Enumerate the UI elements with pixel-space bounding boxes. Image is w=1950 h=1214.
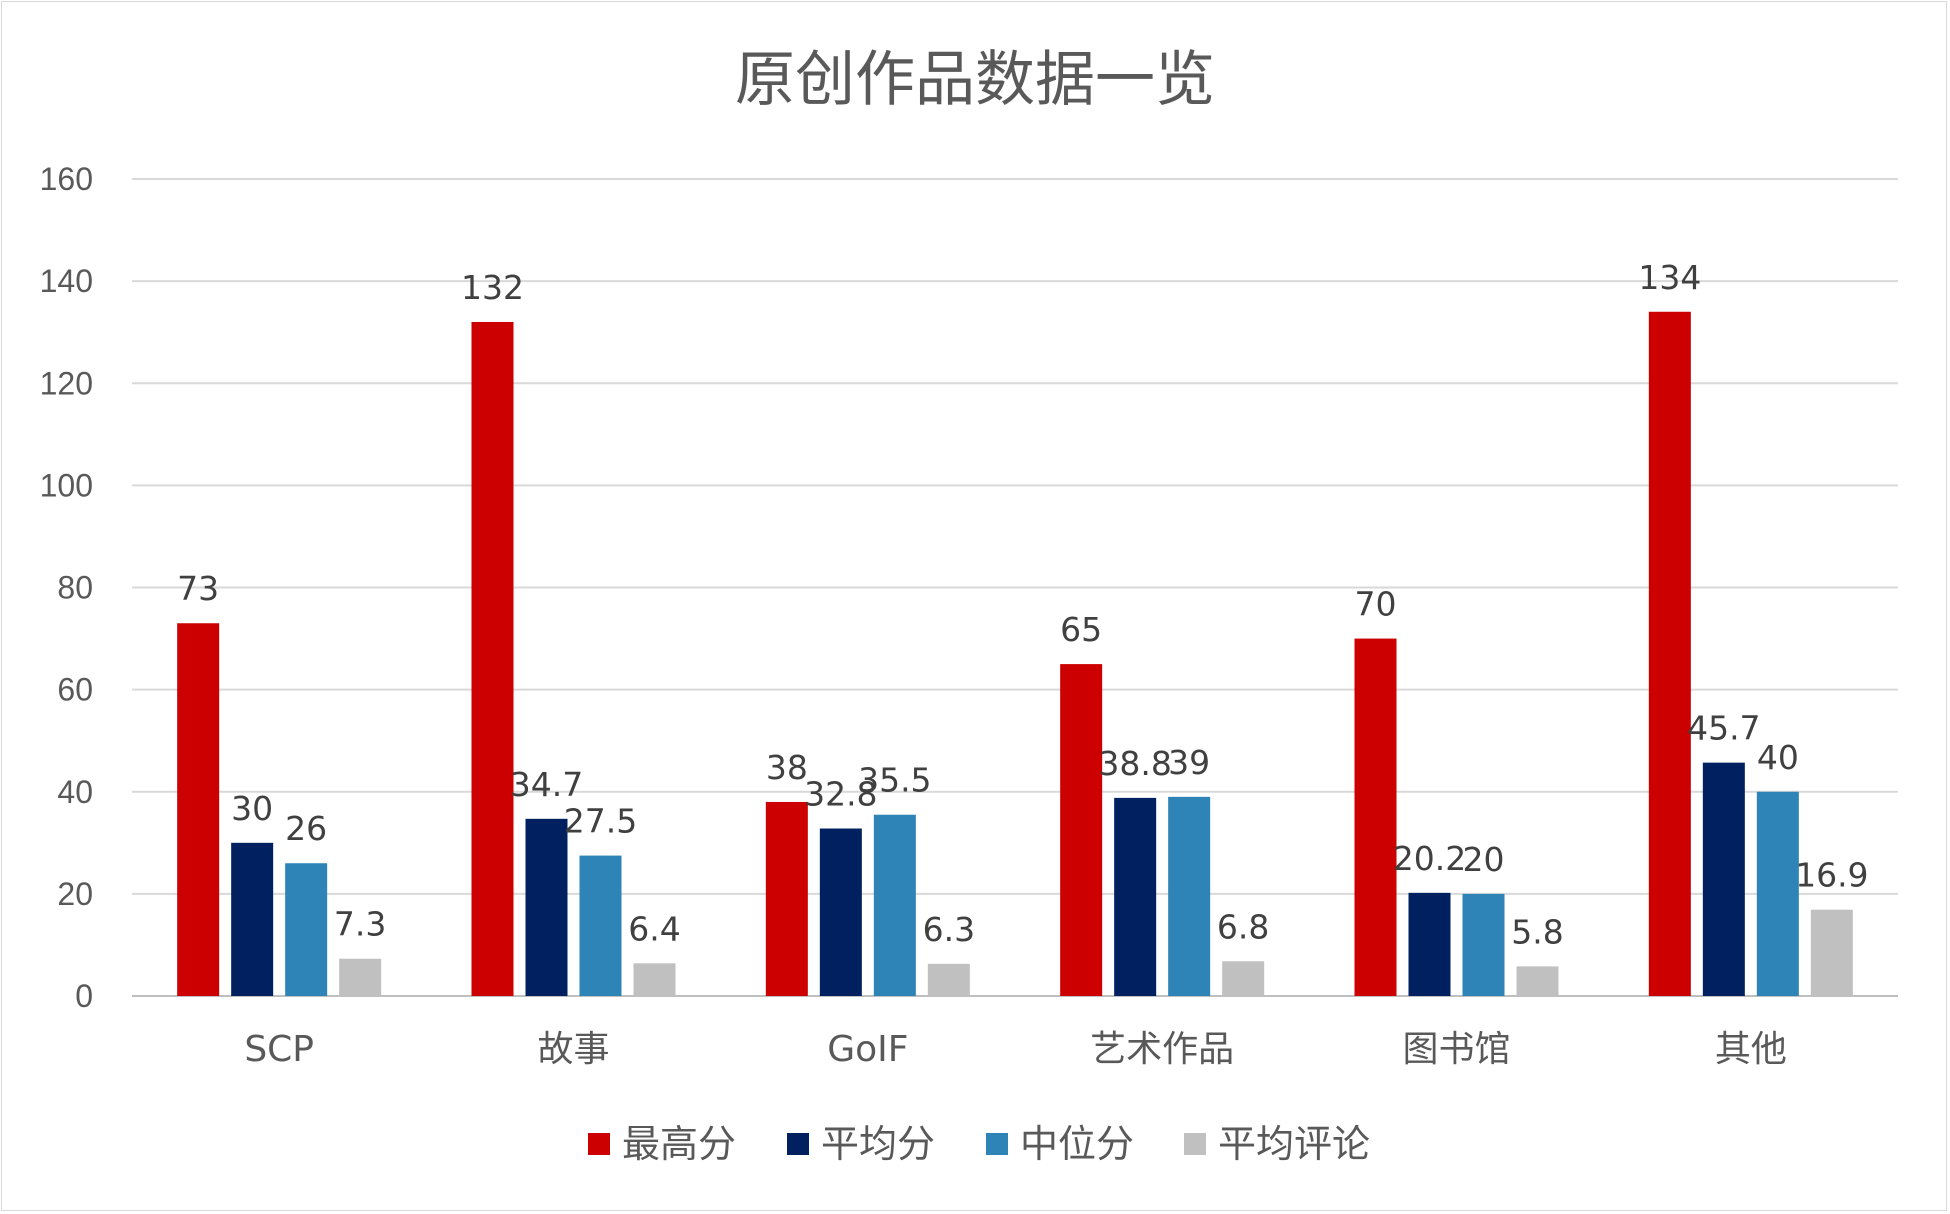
bar [339,958,382,996]
data-label: 32.8 [804,775,877,814]
y-tick-label: 160 [40,161,93,197]
bar [1408,892,1451,996]
data-label: 40 [1757,738,1799,777]
bar [1114,797,1157,996]
data-label: 38.8 [1098,744,1171,783]
bar [471,321,514,997]
data-label: 132 [461,268,524,307]
data-label: 34.7 [510,765,583,804]
bar [765,801,808,996]
data-label: 16.9 [1795,856,1868,895]
y-tick-label: 140 [40,263,93,299]
legend-label: 中位分 [1020,1122,1134,1166]
bar [819,828,862,996]
y-tick-label: 100 [40,467,93,503]
bar [1168,796,1211,996]
data-label: 26 [285,809,327,848]
data-label: 38 [766,748,808,787]
bar [1462,893,1505,996]
bar [927,963,970,996]
gridlines [132,178,1898,997]
x-tick-label: 故事 [537,1029,609,1070]
bar [1060,664,1103,996]
x-axis: SCP 故事 GoIF 艺术作品 图书馆 其他 [244,1029,1787,1070]
bar [579,855,622,996]
data-label: 65 [1060,610,1102,649]
chart-title: 原创作品数据一览 [735,45,1215,115]
bar [177,623,220,996]
y-tick-label: 0 [75,978,93,1014]
legend-label: 平均分 [821,1122,935,1166]
data-label: 73 [177,569,219,608]
bar [525,818,568,996]
data-label: 70 [1355,585,1397,624]
x-tick-label: SCP [244,1029,314,1070]
data-label: 6.3 [923,910,975,949]
bar [1648,311,1691,996]
bar [1756,791,1799,996]
data-label: 45.7 [1687,709,1760,748]
x-tick-label: 其他 [1715,1029,1787,1070]
bar [1810,909,1853,996]
data-label: 134 [1638,258,1701,297]
bar [1222,961,1265,996]
legend-swatch [787,1133,809,1155]
y-tick-label: 60 [57,672,93,708]
bar [873,814,916,996]
legend-swatch [986,1133,1008,1155]
x-tick-label: 艺术作品 [1090,1029,1234,1070]
data-label: 20 [1463,840,1505,879]
legend-swatch [1184,1133,1206,1155]
data-label: 20.2 [1393,839,1466,878]
legend-swatch [588,1133,610,1155]
data-label: 27.5 [564,802,637,841]
bar [231,842,274,996]
bar [1516,966,1559,996]
y-axis: 0 20 40 60 80 100 120 140 160 [40,161,93,1014]
legend-label: 最高分 [622,1122,736,1166]
data-label: 6.8 [1217,907,1269,946]
bar [1354,638,1397,996]
y-tick-label: 20 [57,876,93,912]
data-label: 35.5 [858,761,931,800]
bar [633,963,676,996]
data-label: 5.8 [1511,912,1563,951]
bars [177,311,1853,997]
y-tick-label: 80 [57,570,93,606]
data-label: 6.4 [628,909,680,948]
legend: 最高分 平均分 中位分 平均评论 [588,1122,1370,1166]
x-tick-label: 图书馆 [1402,1029,1510,1070]
x-tick-label: GoIF [827,1029,908,1070]
legend-label: 平均评论 [1218,1122,1370,1166]
y-tick-label: 120 [40,365,93,401]
data-label: 30 [231,789,273,828]
bar [1702,762,1745,996]
data-label: 39 [1168,743,1210,782]
data-label: 7.3 [334,905,386,944]
y-tick-label: 40 [57,774,93,810]
bar [285,863,328,996]
